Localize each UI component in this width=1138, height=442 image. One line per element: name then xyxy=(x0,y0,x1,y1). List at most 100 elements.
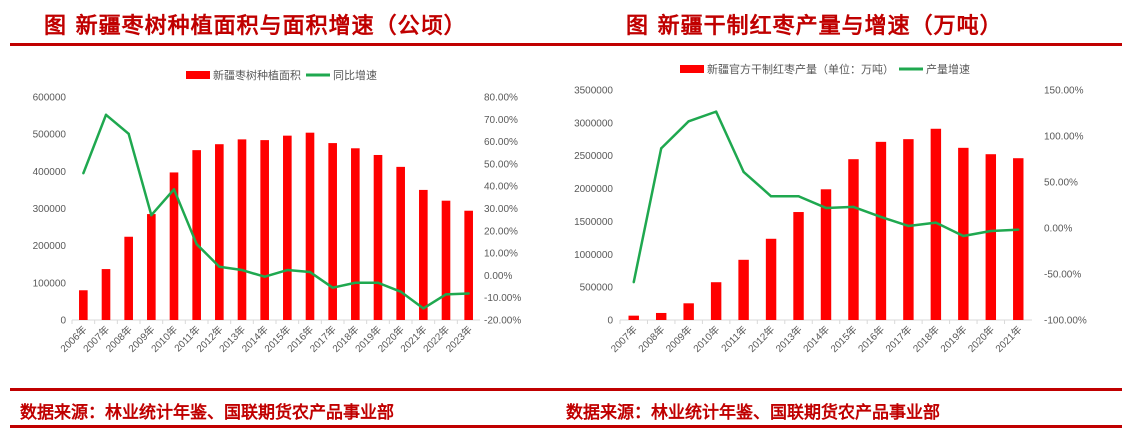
left-legend-bar-swatch xyxy=(186,71,210,79)
right-growth-point xyxy=(687,120,690,123)
right-growth-point xyxy=(1017,228,1020,231)
right-x-tick-label: 2007年 xyxy=(608,323,640,355)
left-y-tick-label: 0 xyxy=(60,316,66,327)
left-y2-tick-label: 70.00% xyxy=(484,115,518,126)
left-growth-point xyxy=(218,265,221,268)
left-growth-point xyxy=(354,281,357,284)
left-bar xyxy=(396,166,405,320)
right-growth-point xyxy=(989,229,992,233)
left-growth-point xyxy=(263,275,266,278)
left-growth-point xyxy=(376,281,380,284)
left-chart-title: 图 新疆枣树种植面积与面积增速（公顷） xyxy=(44,14,467,39)
left-growth-point xyxy=(467,292,470,295)
left-legend-line-label: 同比增速 xyxy=(333,68,377,82)
left-bar xyxy=(101,269,111,320)
left-growth-point xyxy=(422,307,425,310)
right-x-tick-label: 2017年 xyxy=(883,323,915,355)
right-growth-point xyxy=(879,215,883,219)
right-x-tick-label: 2014年 xyxy=(800,323,832,355)
left-bar xyxy=(215,144,224,320)
left-y-tick-label: 500000 xyxy=(33,130,67,141)
left-source-note: 数据来源：林业统计年鉴、国联期货农产品事业部 xyxy=(20,403,394,423)
right-y2-tick-label: 100.00% xyxy=(1044,132,1084,143)
right-bar xyxy=(903,139,914,320)
right-chart-title: 图 新疆干制红枣产量与增速（万吨） xyxy=(626,14,1003,39)
right-x-tick-label: 2019年 xyxy=(937,323,969,355)
left-bar xyxy=(124,236,133,320)
right-legend-bar-label: 新疆官方干制红枣产量（单位：万吨） xyxy=(707,62,894,76)
right-y-tick-label: 1500000 xyxy=(574,217,613,228)
right-y2-tick-label: -50.00% xyxy=(1044,270,1081,281)
right-x-tick-label: 2021年 xyxy=(992,323,1024,355)
left-y2-tick-label: 60.00% xyxy=(484,137,518,148)
right-x-tick-label: 2009年 xyxy=(663,323,695,355)
source-divider-top xyxy=(10,388,1122,391)
right-y-tick-label: 2500000 xyxy=(574,151,613,162)
right-x-tick-label: 2008年 xyxy=(635,323,667,355)
right-bar xyxy=(848,159,859,320)
left-bar xyxy=(351,148,360,320)
right-y2-tick-label: 150.00% xyxy=(1044,86,1084,97)
right-growth-point xyxy=(934,221,938,224)
right-growth-point xyxy=(962,234,965,238)
left-growth-point xyxy=(127,132,130,135)
left-growth-point xyxy=(104,113,108,117)
left-bar xyxy=(169,172,179,320)
left-growth-point xyxy=(82,172,85,175)
left-legend-bar-label: 新疆枣树种植面积 xyxy=(213,68,301,82)
left-y2-tick-label: 80.00% xyxy=(484,93,518,104)
right-x-tick-label: 2015年 xyxy=(828,323,860,355)
right-bar xyxy=(655,312,667,320)
right-bar xyxy=(875,141,887,320)
left-y2-tick-label: -10.00% xyxy=(484,293,521,304)
right-y-tick-label: 500000 xyxy=(580,283,614,294)
right-bar xyxy=(683,303,694,320)
right-x-tick-label: 2012年 xyxy=(745,323,777,355)
right-legend-bar-swatch xyxy=(680,65,704,73)
left-bar xyxy=(237,139,247,320)
right-bar xyxy=(958,147,969,320)
right-growth-point xyxy=(852,205,855,209)
left-growth-point xyxy=(195,242,198,246)
right-x-tick-label: 2018年 xyxy=(910,323,942,355)
right-bar xyxy=(710,282,722,320)
right-bar xyxy=(765,238,777,320)
left-growth-point xyxy=(444,293,448,296)
left-bar xyxy=(283,135,292,320)
right-x-tick-label: 2020年 xyxy=(965,323,997,355)
right-bar xyxy=(738,259,749,320)
right-growth-point xyxy=(632,280,635,284)
right-y2-tick-label: 50.00% xyxy=(1044,178,1078,189)
left-y-tick-label: 200000 xyxy=(33,241,67,252)
left-bar xyxy=(260,140,269,320)
right-source-note: 数据来源：林业统计年鉴、国联期货农产品事业部 xyxy=(566,403,940,423)
left-bar xyxy=(328,143,337,320)
right-bar xyxy=(820,189,832,320)
right-bar xyxy=(985,154,997,320)
left-bar xyxy=(192,150,201,320)
title-divider xyxy=(10,43,1122,46)
right-y2-tick-label: 0.00% xyxy=(1044,224,1072,235)
right-x-tick-label: 2010年 xyxy=(690,323,722,355)
left-growth-point xyxy=(240,268,244,272)
left-bar xyxy=(373,154,383,320)
left-bar xyxy=(464,210,473,320)
left-growth-point xyxy=(150,213,153,217)
left-y-tick-label: 400000 xyxy=(33,167,67,178)
right-y-tick-label: 1000000 xyxy=(574,250,613,261)
left-growth-point xyxy=(399,290,402,293)
right-growth-point xyxy=(769,195,773,198)
right-x-tick-label: 2016年 xyxy=(855,323,887,355)
left-bar xyxy=(147,214,156,320)
right-bar xyxy=(793,212,804,320)
left-bar xyxy=(441,200,451,320)
left-growth-point xyxy=(172,188,176,191)
right-growth-point xyxy=(742,170,745,174)
source-divider-bottom xyxy=(10,425,1122,428)
right-y-tick-label: 3500000 xyxy=(574,86,613,97)
right-bar xyxy=(628,315,639,320)
left-y2-tick-label: 30.00% xyxy=(484,204,518,215)
right-x-tick-label: 2011年 xyxy=(718,323,749,354)
left-y-tick-label: 100000 xyxy=(33,278,67,289)
